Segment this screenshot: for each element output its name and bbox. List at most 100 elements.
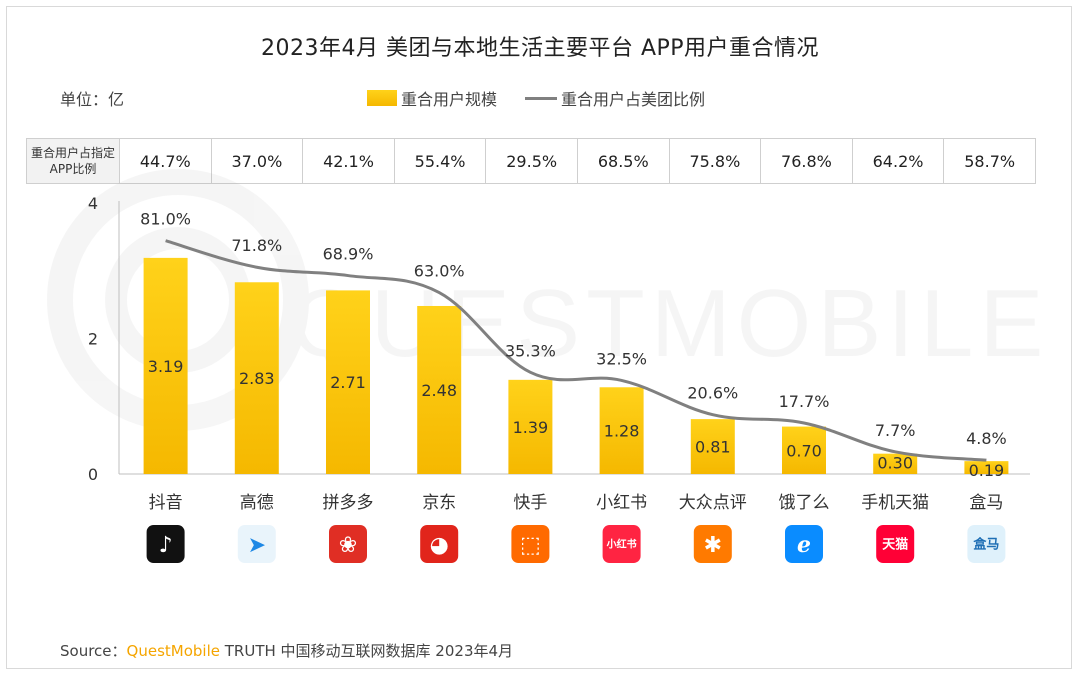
bar-value-label: 1.28 xyxy=(604,422,640,441)
bar xyxy=(143,257,188,474)
bar-value-label: 0.81 xyxy=(695,438,731,457)
source-note: Source：QuestMobile TRUTH 中国移动互联网数据库 2023… xyxy=(60,640,513,661)
bar xyxy=(599,387,644,474)
gaode-icon: ➤ xyxy=(237,525,276,563)
xiaohongshu-icon: 小红书 xyxy=(602,525,641,563)
kuaishou-icon-bg xyxy=(511,525,550,563)
eleme-icon-bg xyxy=(785,525,823,563)
chart-title: 2023年4月 美团与本地生活主要平台 APP用户重合情况 xyxy=(260,36,820,61)
category-label: 手机天猫 xyxy=(861,493,929,513)
bar xyxy=(782,426,826,474)
ratio-cell: 29.5% xyxy=(485,138,578,184)
pinduoduo-icon-glyph: ❀ xyxy=(339,533,357,558)
ratio-header-label: 重合用户占指定APP比例 xyxy=(31,146,116,176)
legend-bar-label: 重合用户规模 xyxy=(401,90,498,109)
eleme-icon: ℯ xyxy=(785,525,823,563)
jd-icon: ◕ xyxy=(420,525,459,563)
source-text: TRUTH 中国移动互联网数据库 2023年4月 xyxy=(224,642,514,660)
bar-value-label: 1.39 xyxy=(513,418,549,437)
bar xyxy=(417,305,462,474)
dianping-icon-bg xyxy=(693,525,732,563)
ratio-cell: 58.7% xyxy=(943,138,1036,184)
ratio-cell: 42.1% xyxy=(302,138,395,184)
line-value-label: 63.0% xyxy=(414,262,465,281)
gaode-icon-glyph: ➤ xyxy=(248,533,266,558)
legend: 重合用户规模 重合用户占美团比例 xyxy=(367,86,705,110)
kuaishou-icon-glyph: ⬚ xyxy=(520,533,541,558)
category-label: 抖音 xyxy=(149,493,183,513)
line-value-label: 17.7% xyxy=(779,392,830,411)
category-label: 饿了么 xyxy=(779,493,830,513)
watermark: QUESTMOBILE xyxy=(47,169,1049,431)
category-label: 小红书 xyxy=(596,493,647,513)
category-label: 京东 xyxy=(422,493,456,513)
ratio-header-cell: 重合用户占指定APP比例 xyxy=(26,138,120,184)
bar xyxy=(964,461,1009,474)
ratio-cell: 76.8% xyxy=(760,138,853,184)
category-label: 大众点评 xyxy=(679,493,747,513)
pinduoduo-icon: ❀ xyxy=(329,525,367,563)
bar-value-label: 3.19 xyxy=(148,357,184,376)
bar xyxy=(873,453,918,474)
y-tick-label: 4 xyxy=(88,194,98,213)
dianping-icon-glyph: ✱ xyxy=(704,533,722,558)
watermark-text: QUESTMOBILE xyxy=(290,270,1049,377)
line-value-label: 81.0% xyxy=(140,210,191,229)
kuaishou-icon: ⬚ xyxy=(511,525,550,563)
bar xyxy=(690,419,735,474)
hema-icon-bg xyxy=(967,525,1006,563)
category-label: 拼多多 xyxy=(323,493,374,513)
eleme-icon-glyph: ℯ xyxy=(797,533,811,558)
ratio-cell: 44.7% xyxy=(119,138,212,184)
ratio-row: 重合用户占指定APP比例 44.7% 37.0% 42.1% 55.4% 29.… xyxy=(26,138,1036,184)
xiaohongshu-icon-bg xyxy=(602,525,641,563)
legend-bar-swatch xyxy=(367,90,397,106)
douyin-icon-glyph: ♪ xyxy=(159,533,173,558)
line-value-label: 4.8% xyxy=(966,429,1007,448)
ratio-cell: 55.4% xyxy=(393,138,487,184)
jd-icon-glyph: ◕ xyxy=(430,533,449,558)
line-value-label: 68.9% xyxy=(323,245,374,264)
ratio-cell: 75.8% xyxy=(668,138,762,184)
legend-line-swatch xyxy=(525,96,558,100)
tmall-icon-glyph: 天猫 xyxy=(882,537,908,553)
y-tick-label: 0 xyxy=(88,465,98,484)
hema-icon-glyph: 盒马 xyxy=(973,537,999,553)
line-value-label: 20.6% xyxy=(687,384,738,403)
gaode-icon-bg xyxy=(237,525,276,563)
ratio-cell: 68.5% xyxy=(576,138,670,184)
source-prefix: Source： xyxy=(60,642,127,660)
line-value-label: 71.8% xyxy=(231,236,282,255)
category-label: 高德 xyxy=(240,493,274,513)
overlap-ratio-line xyxy=(165,239,987,462)
jd-icon-bg xyxy=(420,525,459,563)
line-value-label: 7.7% xyxy=(875,421,916,440)
ratio-cell: 37.0% xyxy=(210,138,304,184)
ratio-table: 重合用户占指定APP比例 44.7% 37.0% 42.1% 55.4% 29.… xyxy=(26,138,1036,184)
category-label: 快手 xyxy=(513,493,547,513)
ratio-cell: 64.2% xyxy=(851,138,945,184)
source-brand: QuestMobile xyxy=(126,642,220,660)
pinduoduo-icon-bg xyxy=(329,525,367,563)
tmall-icon: 天猫 xyxy=(876,525,915,563)
tmall-icon-bg xyxy=(876,525,915,563)
line-value-label: 32.5% xyxy=(596,349,647,368)
bar-value-label: 0.70 xyxy=(786,441,822,460)
bar xyxy=(234,282,279,474)
bar-value-label: 0.19 xyxy=(969,461,1005,480)
bar-value-label: 0.30 xyxy=(877,454,913,473)
line-value-label: 35.3% xyxy=(505,341,556,360)
bar-value-label: 2.48 xyxy=(421,381,457,400)
bar xyxy=(326,290,370,474)
bar-value-label: 2.83 xyxy=(239,369,275,388)
hema-icon: 盒马 xyxy=(967,525,1006,563)
unit-label: 单位：亿 xyxy=(60,90,125,109)
category-label: 盒马 xyxy=(969,493,1003,513)
y-tick-label: 2 xyxy=(88,330,98,349)
douyin-icon: ♪ xyxy=(146,525,185,563)
douyin-icon-bg xyxy=(146,525,185,563)
xiaohongshu-icon-glyph: 小红书 xyxy=(606,538,637,551)
legend-line-label: 重合用户占美团比例 xyxy=(561,90,706,109)
dianping-icon: ✱ xyxy=(693,525,732,563)
